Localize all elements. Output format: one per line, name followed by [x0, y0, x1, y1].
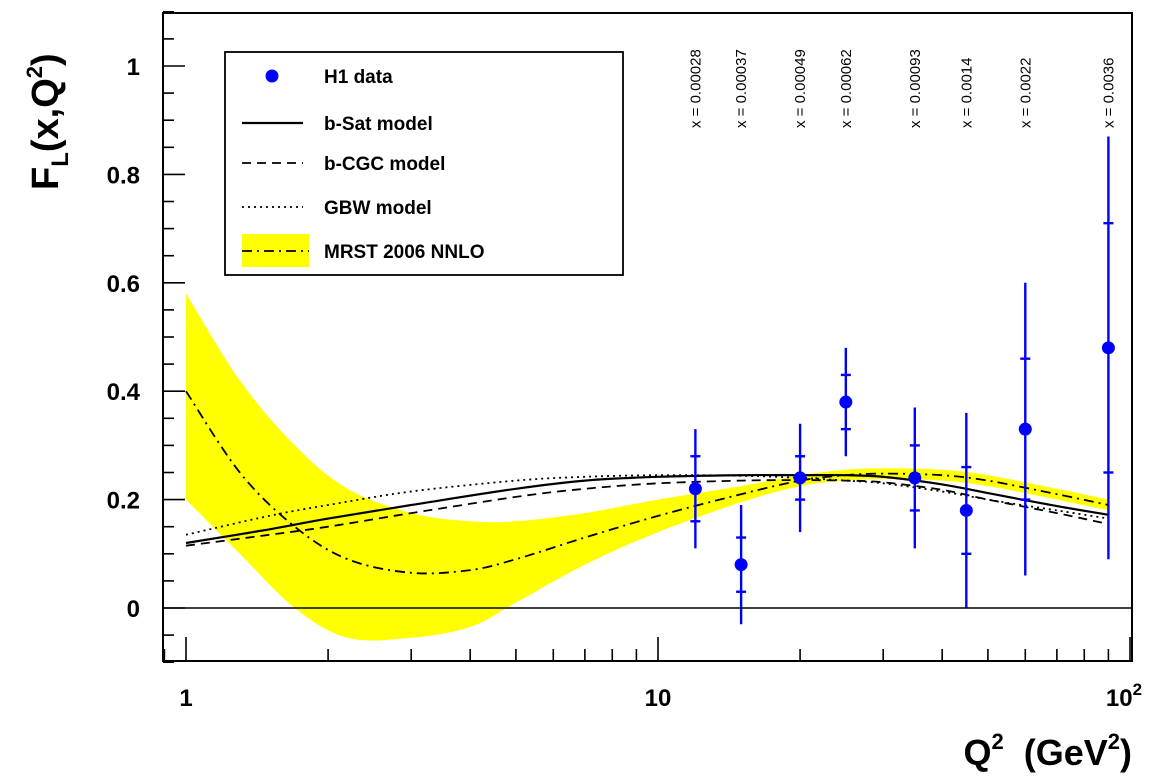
model-curves	[185, 390, 1109, 575]
legend-label: MRST 2006 NNLO	[324, 242, 484, 263]
mrst-band-layer	[186, 293, 1109, 641]
data-marker	[908, 471, 922, 485]
mrst-uncertainty-band	[186, 293, 1109, 641]
data-point	[839, 347, 853, 457]
legend: H1 data b-Sat model b-CGC model GBW model MR…	[224, 51, 624, 276]
x-bin-label: x = 0.0014	[958, 58, 975, 128]
data-point	[959, 412, 973, 608]
x-tick-label: 102	[1106, 680, 1142, 712]
x-bin-label: x = 0.0022	[1017, 58, 1034, 128]
data-marker	[688, 482, 702, 496]
x-axis-title-unit_open: (GeV	[1004, 732, 1108, 773]
legend-label: GBW model	[324, 198, 432, 219]
data-marker	[734, 558, 748, 572]
legend-marker	[265, 69, 279, 83]
x-bin-label: x = 0.00062	[838, 49, 855, 128]
data-point	[793, 423, 807, 533]
y-tick-label: 1	[127, 54, 140, 81]
y-axis-title: FL(x,Q2)	[22, 53, 74, 190]
x-bin-label: x = 0.00093	[907, 49, 924, 128]
curve-b-sat-model	[185, 473, 1109, 545]
data-point	[734, 505, 748, 625]
y-tick-label: 0.4	[107, 379, 141, 406]
legend-label: H1 data	[324, 67, 393, 88]
legend-label: b-CGC model	[324, 154, 445, 175]
x-axis-title-unit_sup: 2	[1108, 729, 1120, 754]
x-tick-label-base: 10	[645, 685, 672, 712]
data-point	[688, 429, 702, 549]
y-tick-label: 0.2	[107, 488, 140, 515]
data-marker	[1101, 341, 1115, 355]
data-point	[908, 407, 922, 549]
x-tick-label-base: 10	[1106, 685, 1133, 712]
y-axis-title-args_sup: 2	[22, 66, 47, 78]
x-tick-label: 1	[179, 685, 192, 712]
data-point	[1018, 282, 1032, 576]
x-bin-label: x = 0.00028	[687, 49, 704, 128]
legend-entry: MRST 2006 NNLO	[242, 234, 484, 267]
x-bin-label: x = 0.00037	[733, 49, 750, 128]
y-axis-title-args_close: )	[25, 53, 67, 66]
legend-label: b-Sat model	[324, 114, 433, 135]
x-bin-label: x = 0.00049	[792, 49, 809, 128]
legend-band-swatch	[242, 234, 309, 267]
x-bin-label: x = 0.0036	[1100, 58, 1117, 128]
legend-entry: H1 data	[265, 67, 393, 88]
x-tick-label: 10	[645, 685, 672, 712]
x-axis-title-unit_close: )	[1120, 732, 1132, 773]
y-axis-title-sub: L	[47, 152, 74, 167]
curve-mrst-2006-nnlo	[185, 390, 1109, 575]
legend-entry: b-Sat model	[242, 114, 433, 135]
x-bin-labels: x = 0.00028 x = 0.00037 x = 0.00049 x = 0.0…	[687, 49, 1117, 128]
x-tick-label-base: 1	[179, 685, 192, 712]
x-tick-label-exponent: 2	[1133, 680, 1142, 699]
data-marker	[1018, 422, 1032, 436]
h1-data-points	[688, 136, 1115, 625]
y-tick-label: 0.6	[107, 271, 140, 298]
curve-gbw-model	[185, 474, 1109, 536]
y-tick-label: 0	[127, 596, 140, 623]
legend-entry: GBW model	[242, 198, 432, 219]
y-tick-label: 0.8	[107, 162, 140, 189]
x-axis-title-sup: 2	[991, 729, 1003, 754]
y-axis-title-args_open: (x,Q	[25, 78, 67, 152]
plot-frame	[162, 11, 1133, 664]
y-axis-title-main: F	[25, 167, 67, 190]
legend-entry: b-CGC model	[242, 154, 445, 175]
x-axis-title-main: Q	[963, 732, 991, 773]
data-marker	[959, 503, 973, 517]
data-marker	[793, 471, 807, 485]
data-point	[1101, 136, 1115, 560]
x-axis-title: Q2 (GeV2)	[963, 729, 1132, 773]
data-marker	[839, 395, 853, 409]
